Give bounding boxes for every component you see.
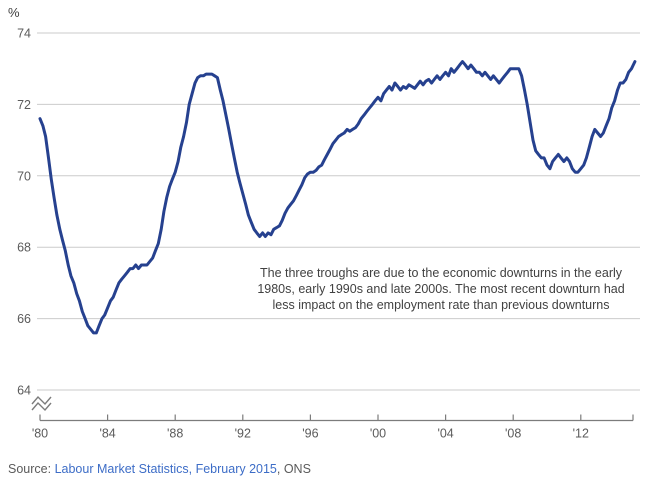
x-axis-tick-label: '12 <box>573 427 589 441</box>
source-suffix: , ONS <box>276 462 311 476</box>
x-axis-tick-label: '84 <box>99 427 115 441</box>
x-axis-tick-label: '96 <box>302 427 318 441</box>
y-axis-unit-label: % <box>8 5 20 20</box>
x-axis-tick-label: '08 <box>505 427 521 441</box>
x-axis-tick-label: '04 <box>437 427 453 441</box>
employment-rate-chart: 64 66 68 70 72 74% '80 '84 '88 '92 '96 '00 '04 '08 '12 <box>8 5 640 441</box>
y-axis-tick-label: 74 <box>17 27 31 41</box>
y-axis-tick-label: 64 <box>17 384 31 398</box>
source-link[interactable]: Labour Market Statistics, February 2015 <box>54 462 277 476</box>
x-axis-tick-label: '88 <box>167 427 183 441</box>
annotation-line: The three troughs are due to the economi… <box>259 266 623 280</box>
x-axis-tick-label: '92 <box>235 427 251 441</box>
source-line: Source: Labour Market Statistics, Februa… <box>8 462 311 476</box>
source-label: Source: <box>8 462 55 476</box>
annotation-line: less impact on the employment rate than … <box>272 298 610 312</box>
annotation-line: 1980s, early 1990s and late 2000s. The m… <box>257 282 625 296</box>
employment-rate-line <box>38 60 637 335</box>
axis-break-icon <box>31 401 52 412</box>
chart-annotation: The three troughs are due to the economi… <box>246 265 636 313</box>
y-axis-tick-label: 66 <box>17 312 31 326</box>
x-axis-tick-label: '00 <box>370 427 386 441</box>
x-axis-tick-label: '80 <box>32 427 48 441</box>
y-axis-tick-label: 68 <box>17 241 31 255</box>
y-axis-tick-label: 70 <box>17 169 31 183</box>
axis-break-icon <box>31 395 52 406</box>
y-axis-tick-label: 72 <box>17 98 31 112</box>
